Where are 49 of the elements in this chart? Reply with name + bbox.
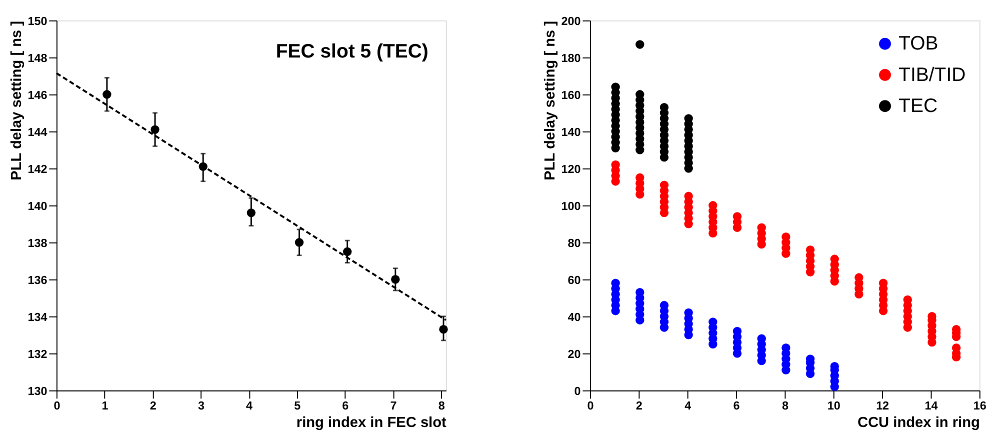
y-tick-label: 150: [28, 14, 48, 28]
legend-label: TOB: [898, 32, 938, 55]
y-tick-label: 120: [561, 162, 582, 176]
y-tick-label: 148: [28, 52, 48, 65]
y-axis-title: PLL delay setting [ ns ]: [8, 20, 25, 180]
y-tick-label: 180: [561, 52, 582, 65]
x-tick-label: 2: [150, 399, 157, 412]
x-tick-label: 8: [438, 399, 446, 412]
y-tick-label: 130: [28, 384, 48, 398]
y-tick-label: 136: [28, 274, 48, 287]
x-axis-title: ring index in FEC slot: [296, 414, 447, 431]
x-tick-label: 1: [102, 399, 109, 412]
x-axis-title: CCU index in ring: [857, 414, 980, 431]
y-tick-label: 100: [561, 200, 582, 213]
y-tick-label: 134: [28, 310, 48, 324]
y-tick-label: 60: [568, 274, 582, 287]
x-tick-label: 6: [733, 399, 740, 412]
y-tick-label: 144: [28, 126, 48, 139]
x-tick-label: 6: [342, 399, 350, 412]
x-tick-label: 2: [636, 399, 643, 412]
legend-label: TIB/TID: [898, 64, 966, 86]
y-tick-label: 132: [28, 348, 48, 361]
y-tick-label: 200: [561, 14, 582, 28]
x-tick-label: 10: [827, 399, 841, 412]
y-tick-label: 140: [28, 200, 48, 213]
x-tick-label: 16: [973, 399, 987, 412]
x-tick-label: 3: [198, 399, 205, 412]
y-tick-label: 160: [561, 88, 582, 102]
x-tick-label: 0: [587, 399, 594, 412]
legend-label: TEC: [898, 94, 938, 117]
x-tick-label: 0: [54, 399, 61, 412]
x-tick-label: 5: [294, 399, 302, 412]
x-tick-label: 8: [782, 399, 789, 412]
y-tick-label: 80: [568, 236, 582, 250]
x-tick-label: 14: [924, 399, 938, 412]
point: [636, 40, 644, 49]
y-tick-label: 138: [28, 236, 48, 250]
x-tick-label: 4: [246, 399, 254, 412]
y-tick-label: 40: [568, 310, 582, 324]
y-tick-label: 140: [561, 126, 582, 139]
x-tick-label: 12: [876, 399, 890, 412]
y-tick-label: 146: [28, 88, 48, 102]
y-tick-label: 142: [28, 162, 48, 176]
x-tick-label: 4: [684, 399, 692, 412]
annotation: FEC slot 5 (TEC): [276, 40, 428, 62]
y-axis-title: PLL delay setting [ ns ]: [542, 20, 558, 180]
x-tick-label: 7: [390, 399, 397, 412]
y-tick-label: 20: [568, 348, 582, 361]
y-tick-label: 0: [574, 384, 582, 398]
